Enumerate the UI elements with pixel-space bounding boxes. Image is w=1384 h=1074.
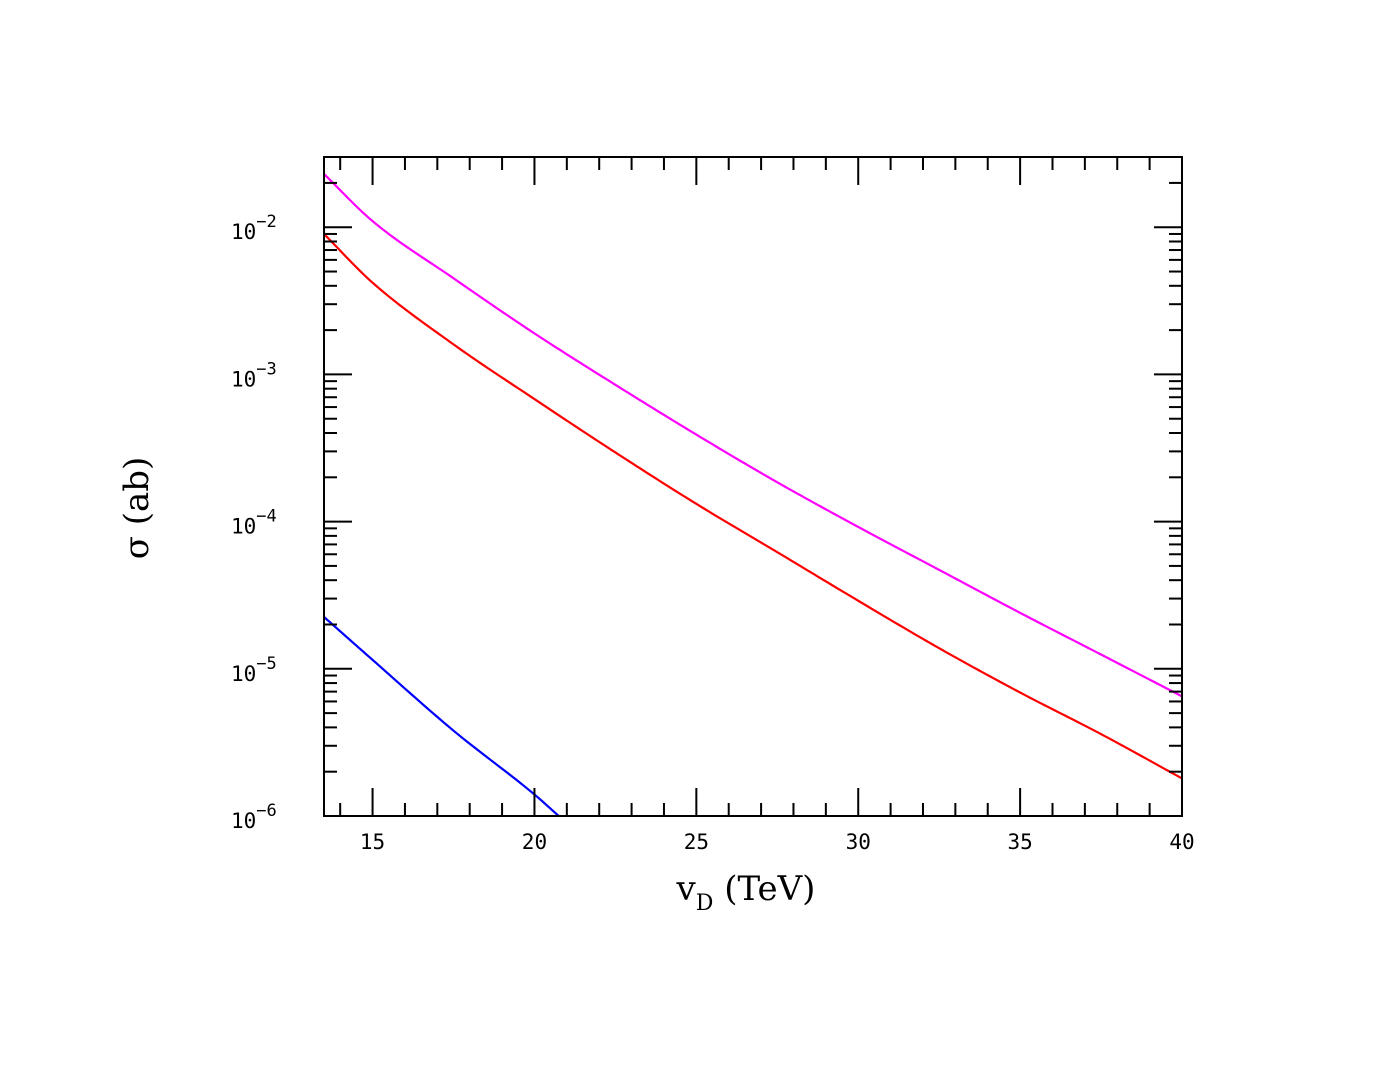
x-tick-label: 40 (1169, 830, 1194, 854)
y-tick-label: 10−6 (231, 801, 277, 833)
y-axis-title: σ (ab) (117, 457, 157, 560)
series-lines (323, 173, 1183, 817)
axis-ticks (324, 156, 1183, 817)
y-tick-label: 10−4 (231, 507, 277, 539)
x-tick-label: 35 (1007, 830, 1032, 854)
plot-frame (323, 156, 1183, 817)
x-tick-label: 25 (684, 830, 709, 854)
x-tick-label: 20 (522, 830, 547, 854)
y-tick-labels: 10−2 10−3 10−4 10−5 10−6 (231, 212, 277, 833)
x-tick-label: 30 (846, 830, 871, 854)
series-line-3 (323, 616, 560, 817)
x-axis-title: vD (TeV) (676, 869, 816, 916)
y-tick-label: 10−2 (231, 212, 277, 244)
y-tick-label: 10−5 (231, 654, 277, 686)
x-tick-label: 15 (360, 830, 385, 854)
series-line-2 (323, 233, 1183, 780)
series-line-1 (323, 173, 1183, 698)
y-tick-label: 10−3 (231, 359, 277, 391)
x-tick-labels: 15 20 25 30 35 40 (360, 830, 1195, 854)
